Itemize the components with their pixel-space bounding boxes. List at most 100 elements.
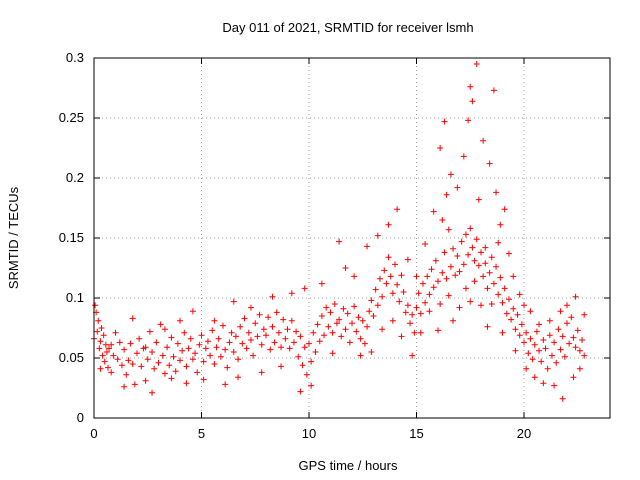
x-tick-label: 15 bbox=[409, 426, 423, 441]
data-point bbox=[392, 261, 398, 268]
data-point bbox=[430, 284, 437, 291]
data-point bbox=[404, 302, 411, 309]
data-point bbox=[325, 323, 332, 330]
data-point bbox=[482, 260, 489, 267]
data-point bbox=[258, 369, 265, 376]
data-point bbox=[454, 184, 461, 191]
data-point bbox=[469, 244, 476, 251]
data-point bbox=[417, 329, 424, 336]
data-point bbox=[161, 326, 168, 333]
data-point bbox=[220, 322, 226, 329]
data-point bbox=[333, 320, 340, 327]
data-point bbox=[473, 236, 480, 243]
data-point bbox=[340, 305, 347, 312]
data-point bbox=[338, 333, 345, 340]
data-point bbox=[342, 265, 349, 271]
data-point bbox=[518, 321, 525, 328]
data-point bbox=[501, 285, 508, 292]
data-points bbox=[91, 61, 588, 402]
data-point bbox=[202, 345, 209, 352]
data-point bbox=[533, 328, 540, 335]
y-tick-label: 0.15 bbox=[59, 230, 84, 245]
data-point bbox=[499, 299, 506, 306]
data-point bbox=[121, 346, 128, 353]
data-point bbox=[460, 261, 467, 268]
data-point bbox=[194, 369, 201, 376]
data-point bbox=[245, 329, 252, 336]
data-point bbox=[368, 297, 375, 304]
data-point bbox=[557, 308, 564, 315]
data-point bbox=[422, 299, 429, 306]
data-point bbox=[490, 87, 497, 94]
data-point bbox=[495, 239, 502, 246]
data-point bbox=[123, 371, 130, 378]
data-point bbox=[559, 333, 566, 340]
data-point bbox=[357, 352, 364, 359]
data-point bbox=[456, 304, 463, 311]
data-point bbox=[525, 350, 532, 357]
data-point bbox=[512, 326, 519, 333]
data-point bbox=[570, 334, 577, 341]
data-point bbox=[527, 335, 534, 342]
data-point bbox=[505, 296, 512, 303]
data-point bbox=[413, 273, 420, 280]
data-point bbox=[293, 328, 300, 335]
data-point bbox=[116, 339, 123, 346]
data-point bbox=[164, 344, 171, 351]
chart-title: Day 011 of 2021, SRMTID for receiver lsm… bbox=[222, 20, 473, 35]
data-point bbox=[566, 340, 573, 347]
data-point bbox=[529, 356, 536, 363]
data-point bbox=[366, 308, 373, 315]
data-point bbox=[278, 344, 285, 351]
data-point bbox=[364, 323, 371, 330]
data-point bbox=[478, 302, 484, 309]
axis-ticks: 0 5 10 15 20 0 0.05 0.1 0.15 0.2 0.25 0.3 bbox=[59, 50, 610, 441]
data-point bbox=[370, 313, 377, 319]
data-point bbox=[138, 363, 145, 370]
data-point bbox=[523, 365, 530, 372]
y-tick-label: 0.05 bbox=[59, 350, 84, 365]
data-point bbox=[179, 347, 186, 354]
data-point bbox=[181, 329, 188, 336]
data-point bbox=[273, 309, 280, 316]
data-point bbox=[385, 221, 392, 228]
data-point bbox=[121, 383, 128, 390]
data-point bbox=[497, 221, 504, 228]
data-point bbox=[288, 317, 295, 324]
data-point bbox=[286, 345, 293, 352]
data-point bbox=[400, 289, 407, 295]
data-point bbox=[409, 311, 416, 318]
data-point bbox=[252, 320, 259, 327]
data-point bbox=[183, 363, 190, 370]
data-point bbox=[149, 389, 156, 396]
data-point bbox=[351, 273, 358, 280]
data-point bbox=[572, 293, 579, 300]
data-point bbox=[516, 332, 523, 339]
data-point bbox=[553, 359, 560, 366]
data-point bbox=[432, 257, 439, 264]
data-point bbox=[551, 382, 558, 389]
data-point bbox=[213, 344, 220, 351]
data-point bbox=[129, 315, 136, 322]
data-point bbox=[357, 335, 364, 342]
data-point bbox=[239, 340, 246, 347]
data-point bbox=[142, 377, 149, 384]
data-point bbox=[415, 290, 422, 297]
data-point bbox=[407, 320, 414, 327]
data-point bbox=[510, 305, 517, 312]
data-point bbox=[426, 308, 433, 315]
data-point bbox=[579, 337, 586, 343]
data-point bbox=[269, 293, 276, 300]
data-point bbox=[151, 365, 158, 372]
data-point bbox=[142, 344, 149, 351]
data-point bbox=[402, 309, 409, 316]
data-point bbox=[232, 333, 239, 340]
data-point bbox=[546, 317, 553, 324]
data-point bbox=[409, 352, 416, 359]
data-point bbox=[508, 316, 515, 323]
y-tick-label: 0.2 bbox=[66, 170, 84, 185]
data-point bbox=[177, 317, 183, 324]
data-point bbox=[381, 267, 388, 274]
data-point bbox=[159, 352, 166, 359]
